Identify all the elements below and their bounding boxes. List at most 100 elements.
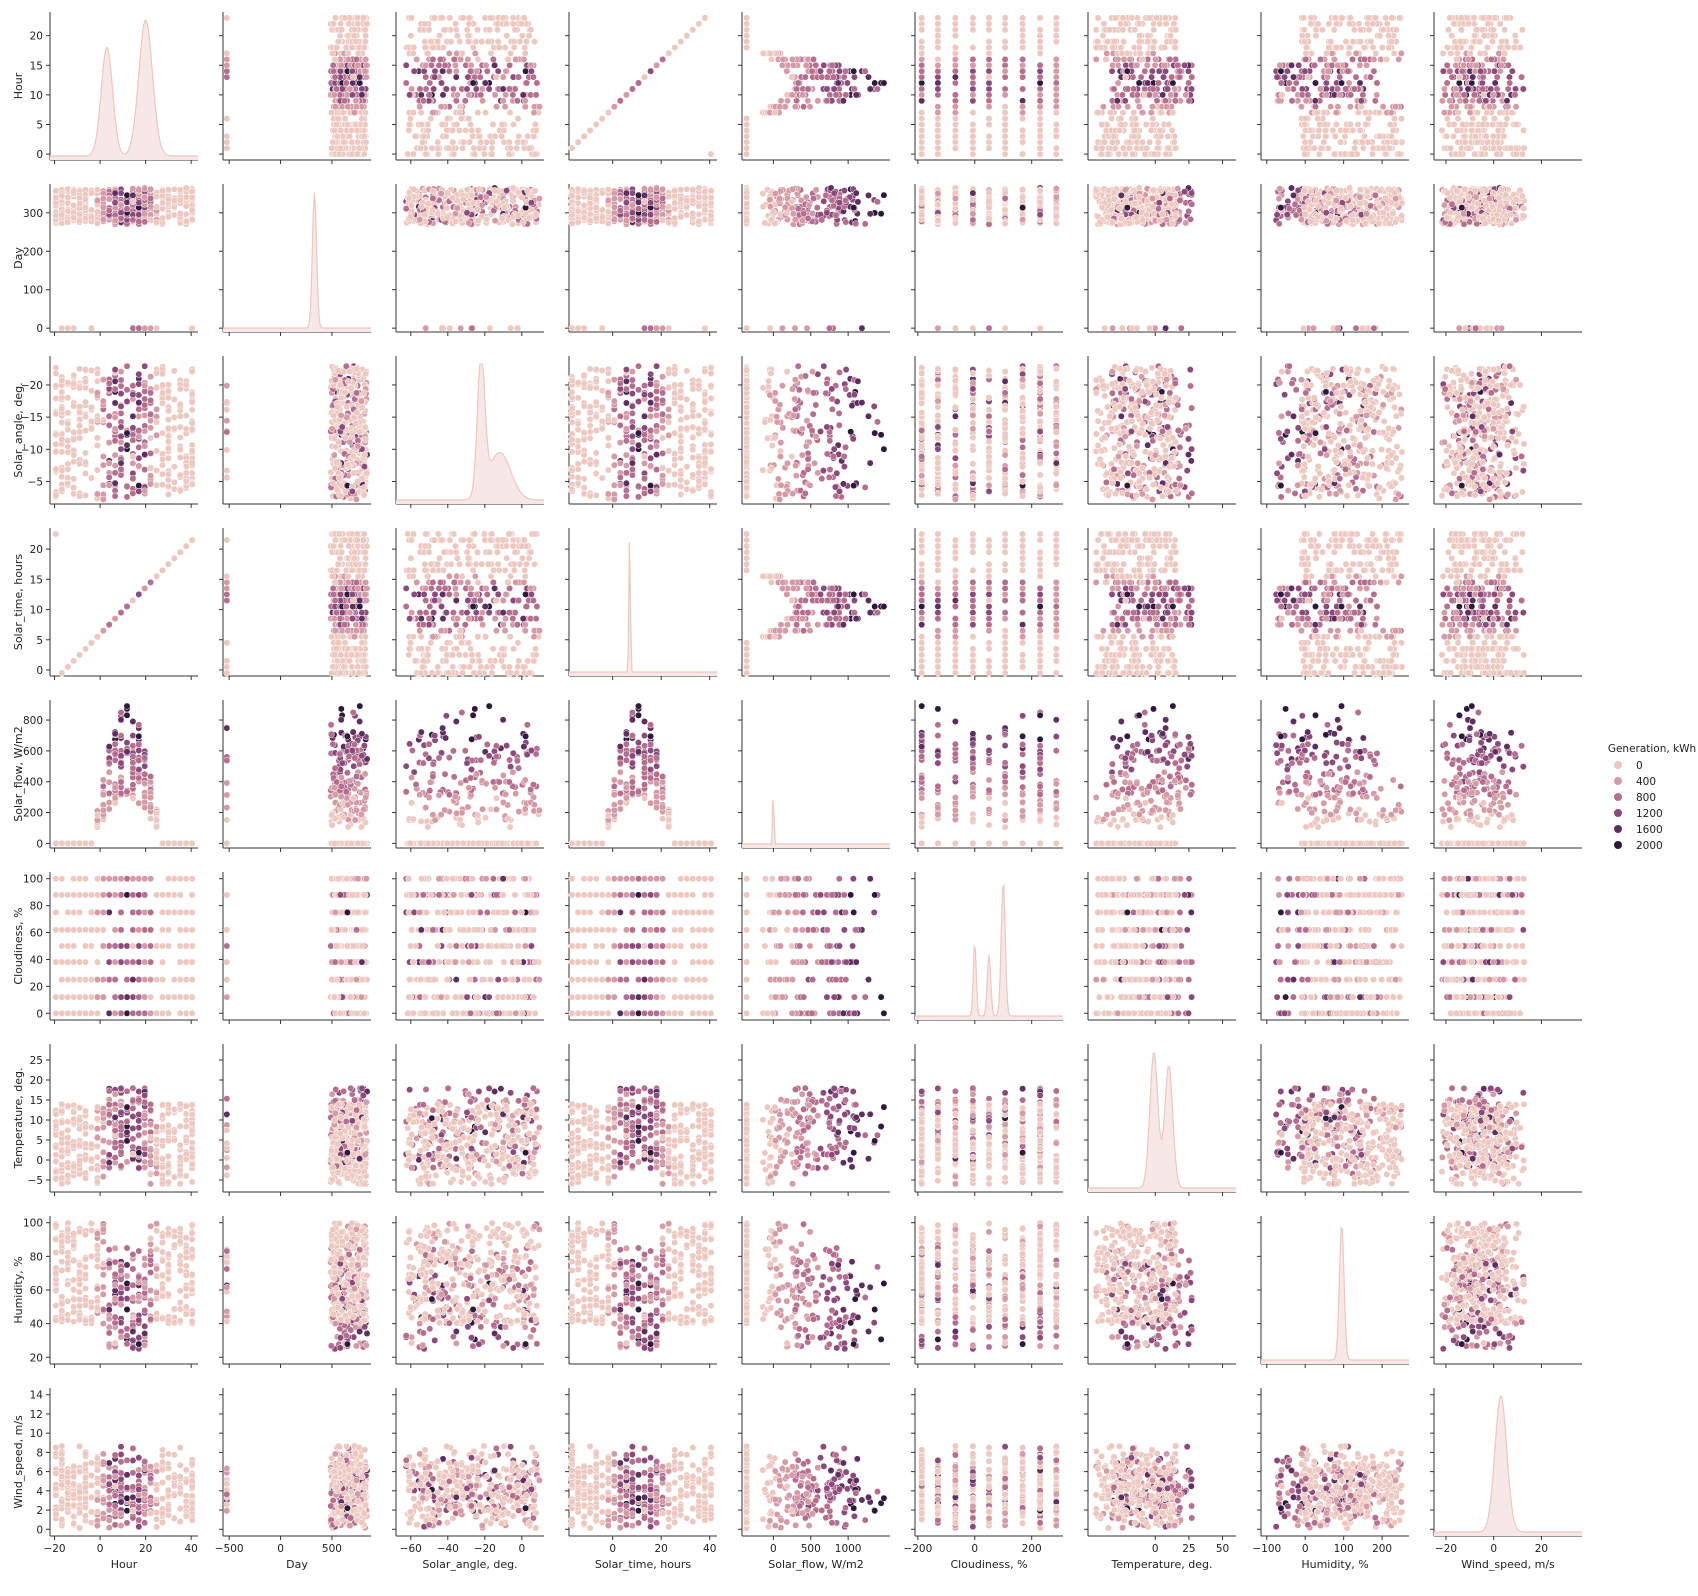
scatter-point	[361, 44, 367, 50]
scatter-point	[881, 192, 887, 198]
scatter-point	[130, 217, 136, 223]
scatter-point	[100, 204, 106, 210]
scatter-point	[1488, 86, 1494, 92]
scatter-point	[112, 200, 118, 206]
scatter-point	[490, 121, 496, 127]
scatter-point	[1002, 86, 1008, 92]
scatter-point	[100, 217, 106, 223]
scatter-point	[1002, 115, 1008, 121]
scatter-point	[466, 115, 472, 121]
scatter-point	[136, 211, 142, 217]
scatter-point	[1480, 92, 1486, 98]
scatter-point	[1125, 104, 1131, 110]
scatter-point	[464, 187, 470, 193]
scatter-point	[1323, 86, 1329, 92]
scatter-point	[500, 74, 506, 80]
scatter-point	[489, 151, 495, 157]
scatter-point	[641, 198, 647, 204]
scatter-point	[465, 56, 471, 62]
scatter-point	[859, 325, 865, 331]
scatter-point	[1171, 139, 1177, 145]
scatter-point	[593, 196, 599, 202]
scatter-point	[1137, 33, 1143, 39]
panel-day-vs-day	[219, 184, 371, 336]
scatter-point	[452, 62, 458, 68]
scatter-point	[464, 86, 470, 92]
scatter-point	[1342, 133, 1348, 139]
scatter-point	[362, 109, 368, 115]
scatter-point	[512, 27, 518, 33]
scatter-point	[65, 219, 71, 225]
scatter-point	[1321, 139, 1327, 145]
scatter-point	[1171, 21, 1177, 27]
scatter-point	[147, 195, 153, 201]
scatter-point	[641, 74, 647, 80]
scatter-point	[1002, 15, 1008, 21]
scatter-point	[1115, 56, 1121, 62]
scatter-point	[338, 27, 344, 33]
scatter-point	[1053, 15, 1059, 21]
scatter-point	[1392, 139, 1398, 145]
scatter-point	[672, 188, 678, 194]
scatter-point	[641, 217, 647, 223]
scatter-point	[1367, 74, 1373, 80]
scatter-point	[1299, 92, 1305, 98]
scatter-point	[1168, 92, 1174, 98]
scatter-point	[528, 200, 534, 206]
scatter-point	[343, 80, 349, 86]
scatter-point	[71, 325, 77, 331]
scatter-point	[1388, 38, 1394, 44]
scatter-point	[810, 56, 816, 62]
scatter-point	[1037, 50, 1043, 56]
scatter-point	[1513, 104, 1519, 110]
scatter-point	[867, 86, 873, 92]
scatter-point	[1037, 133, 1043, 139]
panel-day-vs-solar-angle-deg	[392, 184, 544, 336]
y-tick-label: 15	[30, 60, 43, 72]
scatter-point	[1490, 92, 1496, 98]
scatter-point	[412, 133, 418, 139]
scatter-point	[575, 194, 581, 200]
scatter-point	[1448, 104, 1454, 110]
scatter-point	[224, 50, 230, 56]
scatter-point	[599, 207, 605, 213]
scatter-point	[641, 192, 647, 198]
scatter-point	[1350, 38, 1356, 44]
scatter-point	[1164, 86, 1170, 92]
y-tick-label: 0	[36, 323, 43, 335]
scatter-point	[510, 21, 516, 27]
scatter-point	[743, 27, 749, 33]
scatter-point	[65, 200, 71, 206]
scatter-point	[1386, 44, 1392, 50]
scatter-point	[1372, 15, 1378, 21]
scatter-point	[468, 62, 474, 68]
scatter-point	[453, 68, 459, 74]
scatter-point	[494, 27, 500, 33]
scatter-point	[952, 62, 958, 68]
scatter-point	[1303, 44, 1309, 50]
scatter-point	[1481, 33, 1487, 39]
scatter-point	[332, 104, 338, 110]
scatter-point	[65, 208, 71, 214]
scatter-point	[1359, 139, 1365, 145]
scatter-point	[515, 74, 521, 80]
scatter-point	[171, 212, 177, 218]
scatter-point	[1468, 127, 1474, 133]
scatter-point	[1308, 21, 1314, 27]
scatter-point	[1315, 133, 1321, 139]
scatter-point	[1302, 68, 1308, 74]
scatter-point	[1380, 145, 1386, 151]
scatter-point	[575, 219, 581, 225]
scatter-point	[100, 195, 106, 201]
scatter-point	[408, 86, 414, 92]
scatter-point	[1444, 115, 1450, 121]
scatter-point	[1019, 86, 1025, 92]
scatter-point	[224, 74, 230, 80]
scatter-point	[829, 62, 835, 68]
scatter-point	[439, 121, 445, 127]
scatter-point	[629, 215, 635, 221]
scatter-point	[457, 109, 463, 115]
scatter-point	[224, 133, 230, 139]
scatter-point	[171, 186, 177, 192]
scatter-point	[767, 325, 773, 331]
